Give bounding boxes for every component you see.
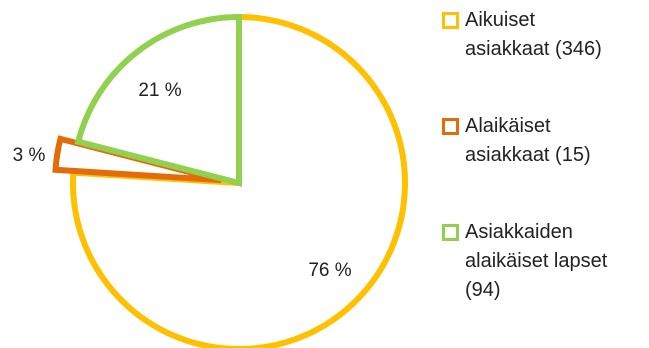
pie-slice-aikuiset — [70, 13, 408, 348]
legend-swatch-alaikaiset — [442, 118, 459, 135]
chart-legend: Aikuiset asiakkaat (346) Alaikäiset asia… — [441, 6, 641, 305]
pie-data-labels: 76 % 3 % 21 % — [13, 80, 352, 281]
legend-label-line: Alaikäiset — [465, 115, 551, 137]
data-label-aikuiset: 76 % — [308, 260, 351, 281]
pie-slices — [52, 13, 408, 348]
legend-item-aikuiset: Aikuiset asiakkaat (346) — [441, 6, 641, 64]
legend-label-line: asiakkaat (15) — [465, 144, 591, 166]
legend-label-line: Aikuiset — [465, 9, 536, 31]
legend-label-line: Asiakkaiden — [465, 221, 573, 243]
legend-label-line: (94) — [465, 279, 501, 301]
legend-label-line: alaikäiset lapset — [465, 250, 608, 272]
data-label-alaikaiset: 3 % — [13, 145, 46, 166]
data-label-lapset: 21 % — [138, 80, 181, 101]
pie-chart: 76 % 3 % 21 % — [13, 13, 408, 348]
legend-label-line: asiakkaat (346) — [465, 38, 602, 60]
legend-swatch-lapset — [442, 224, 459, 241]
legend-item-alaikaiset: Alaikäiset asiakkaat (15) — [441, 112, 641, 170]
pie-slice-lapset — [74, 13, 242, 187]
legend-item-lapset: Asiakkaiden alaikäiset lapset (94) — [441, 218, 641, 305]
legend-swatch-aikuiset — [442, 12, 459, 29]
